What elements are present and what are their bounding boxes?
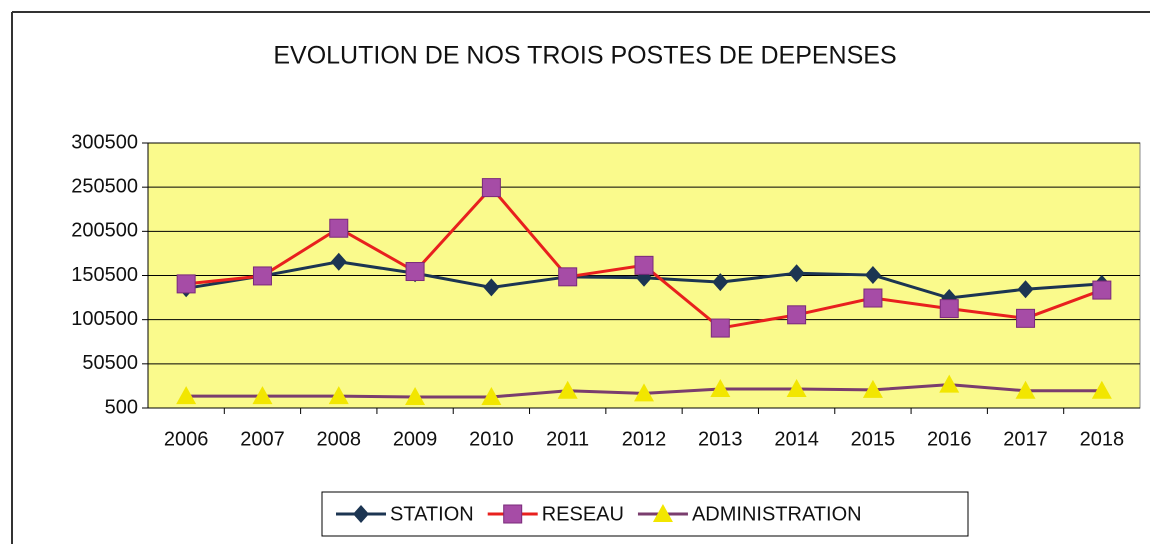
x-tick-label: 2007 — [240, 428, 285, 450]
marker — [634, 255, 654, 275]
marker — [710, 318, 730, 338]
marker — [481, 386, 502, 405]
marker — [1017, 280, 1034, 299]
marker — [710, 379, 731, 398]
marker — [329, 218, 349, 238]
legend-label: STATION — [390, 503, 474, 525]
y-tick-label: 200500 — [71, 220, 138, 242]
marker — [557, 380, 578, 399]
x-tick-label: 2011 — [546, 428, 589, 450]
marker — [176, 386, 197, 405]
x-tick-label: 2017 — [1003, 428, 1048, 450]
x-tick-label: 2013 — [698, 428, 743, 450]
marker — [1091, 380, 1112, 399]
x-tick-label: 2016 — [927, 428, 972, 450]
marker — [652, 504, 673, 522]
marker — [712, 273, 729, 292]
x-tick-label: 2015 — [851, 428, 896, 450]
legend-label: RESEAU — [542, 503, 624, 525]
marker — [786, 379, 807, 398]
y-tick-label: 300500 — [71, 131, 138, 153]
marker — [939, 374, 960, 393]
marker — [1016, 308, 1036, 328]
y-tick-label: 500 — [105, 396, 138, 418]
y-tick-label: 100500 — [71, 308, 138, 330]
marker — [634, 383, 654, 402]
marker — [405, 386, 426, 405]
marker — [939, 299, 959, 319]
marker — [176, 274, 196, 294]
marker — [330, 252, 347, 271]
marker — [353, 505, 369, 523]
marker — [862, 379, 883, 398]
marker — [863, 288, 883, 308]
x-tick-label: 2012 — [622, 428, 667, 450]
legend: STATION RESEAU ADMINISTRATION — [321, 491, 969, 537]
y-tick-label: 150500 — [71, 264, 138, 286]
marker — [503, 504, 523, 524]
y-tick-label: 50500 — [82, 352, 138, 374]
marker — [1092, 280, 1112, 300]
x-tick-label: 2018 — [1080, 428, 1125, 450]
x-tick-label: 2008 — [317, 428, 362, 450]
marker — [864, 266, 881, 285]
marker — [252, 386, 273, 405]
marker — [483, 278, 500, 297]
x-tick-label: 2009 — [393, 428, 438, 450]
x-tick-label: 2006 — [164, 428, 209, 450]
y-tick-label: 250500 — [71, 175, 138, 197]
legend-label: ADMINISTRATION — [692, 503, 862, 525]
marker — [558, 267, 578, 287]
marker — [1015, 380, 1036, 399]
marker — [328, 386, 349, 405]
x-tick-label: 2014 — [774, 428, 819, 450]
chart-title: EVOLUTION DE NOS TROIS POSTES DE DEPENSE… — [273, 42, 896, 70]
marker — [405, 262, 425, 282]
marker — [787, 305, 807, 325]
marker — [252, 266, 272, 286]
marker — [788, 264, 805, 283]
x-tick-label: 2010 — [469, 428, 514, 450]
marker — [481, 178, 501, 198]
